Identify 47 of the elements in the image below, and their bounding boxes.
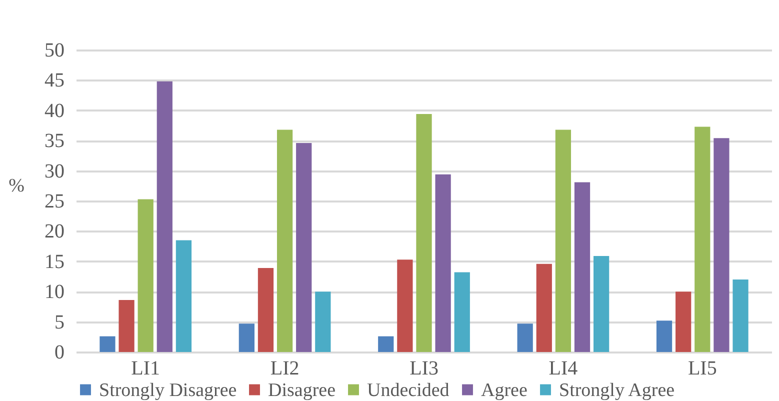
y-tick-label: 50 (44, 40, 64, 62)
bar (156, 81, 172, 352)
bar (258, 268, 274, 352)
legend-label: Strongly Agree (559, 380, 675, 401)
x-tick-label: LI1 (131, 358, 160, 380)
y-tick-label: 0 (54, 342, 64, 364)
bar (517, 324, 533, 352)
bar (276, 130, 293, 352)
legend-label: Disagree (268, 380, 336, 401)
y-axis-title: % (8, 176, 25, 196)
bar (536, 264, 552, 352)
bar (732, 280, 748, 352)
y-tick-label: 20 (44, 220, 64, 243)
bar (676, 292, 692, 352)
x-tick-label: LI2 (270, 358, 300, 380)
bar (118, 300, 134, 352)
y-tick-label: 30 (44, 160, 64, 182)
x-tick-label: LI3 (410, 358, 438, 380)
y-tick-label: 35 (44, 130, 64, 152)
bar (315, 292, 331, 352)
bar (397, 260, 413, 352)
y-tick-label: 40 (44, 100, 64, 122)
bar (176, 240, 192, 352)
legend-label: Strongly Disagree (99, 380, 237, 401)
bar (574, 182, 590, 352)
bar (714, 138, 730, 352)
bar (656, 320, 672, 352)
bar (594, 256, 610, 352)
bar (454, 272, 470, 352)
x-tick-label: LI5 (688, 358, 717, 380)
bar (555, 130, 572, 352)
y-tick-label: 45 (44, 70, 64, 92)
bar (378, 336, 394, 352)
bar (238, 324, 254, 352)
bar (296, 143, 312, 352)
y-tick-label: 25 (44, 190, 64, 212)
bar (100, 336, 116, 352)
x-tick-label: LI4 (548, 358, 578, 380)
legend-label: Agree (481, 380, 528, 401)
bar (435, 174, 451, 352)
bar (138, 199, 154, 352)
legend-label: Undecided (367, 380, 450, 401)
bar (416, 114, 432, 352)
y-tick-label: 5 (54, 311, 64, 334)
bar (694, 126, 710, 352)
y-tick-label: 15 (44, 250, 64, 273)
y-tick-label: 10 (44, 281, 64, 304)
